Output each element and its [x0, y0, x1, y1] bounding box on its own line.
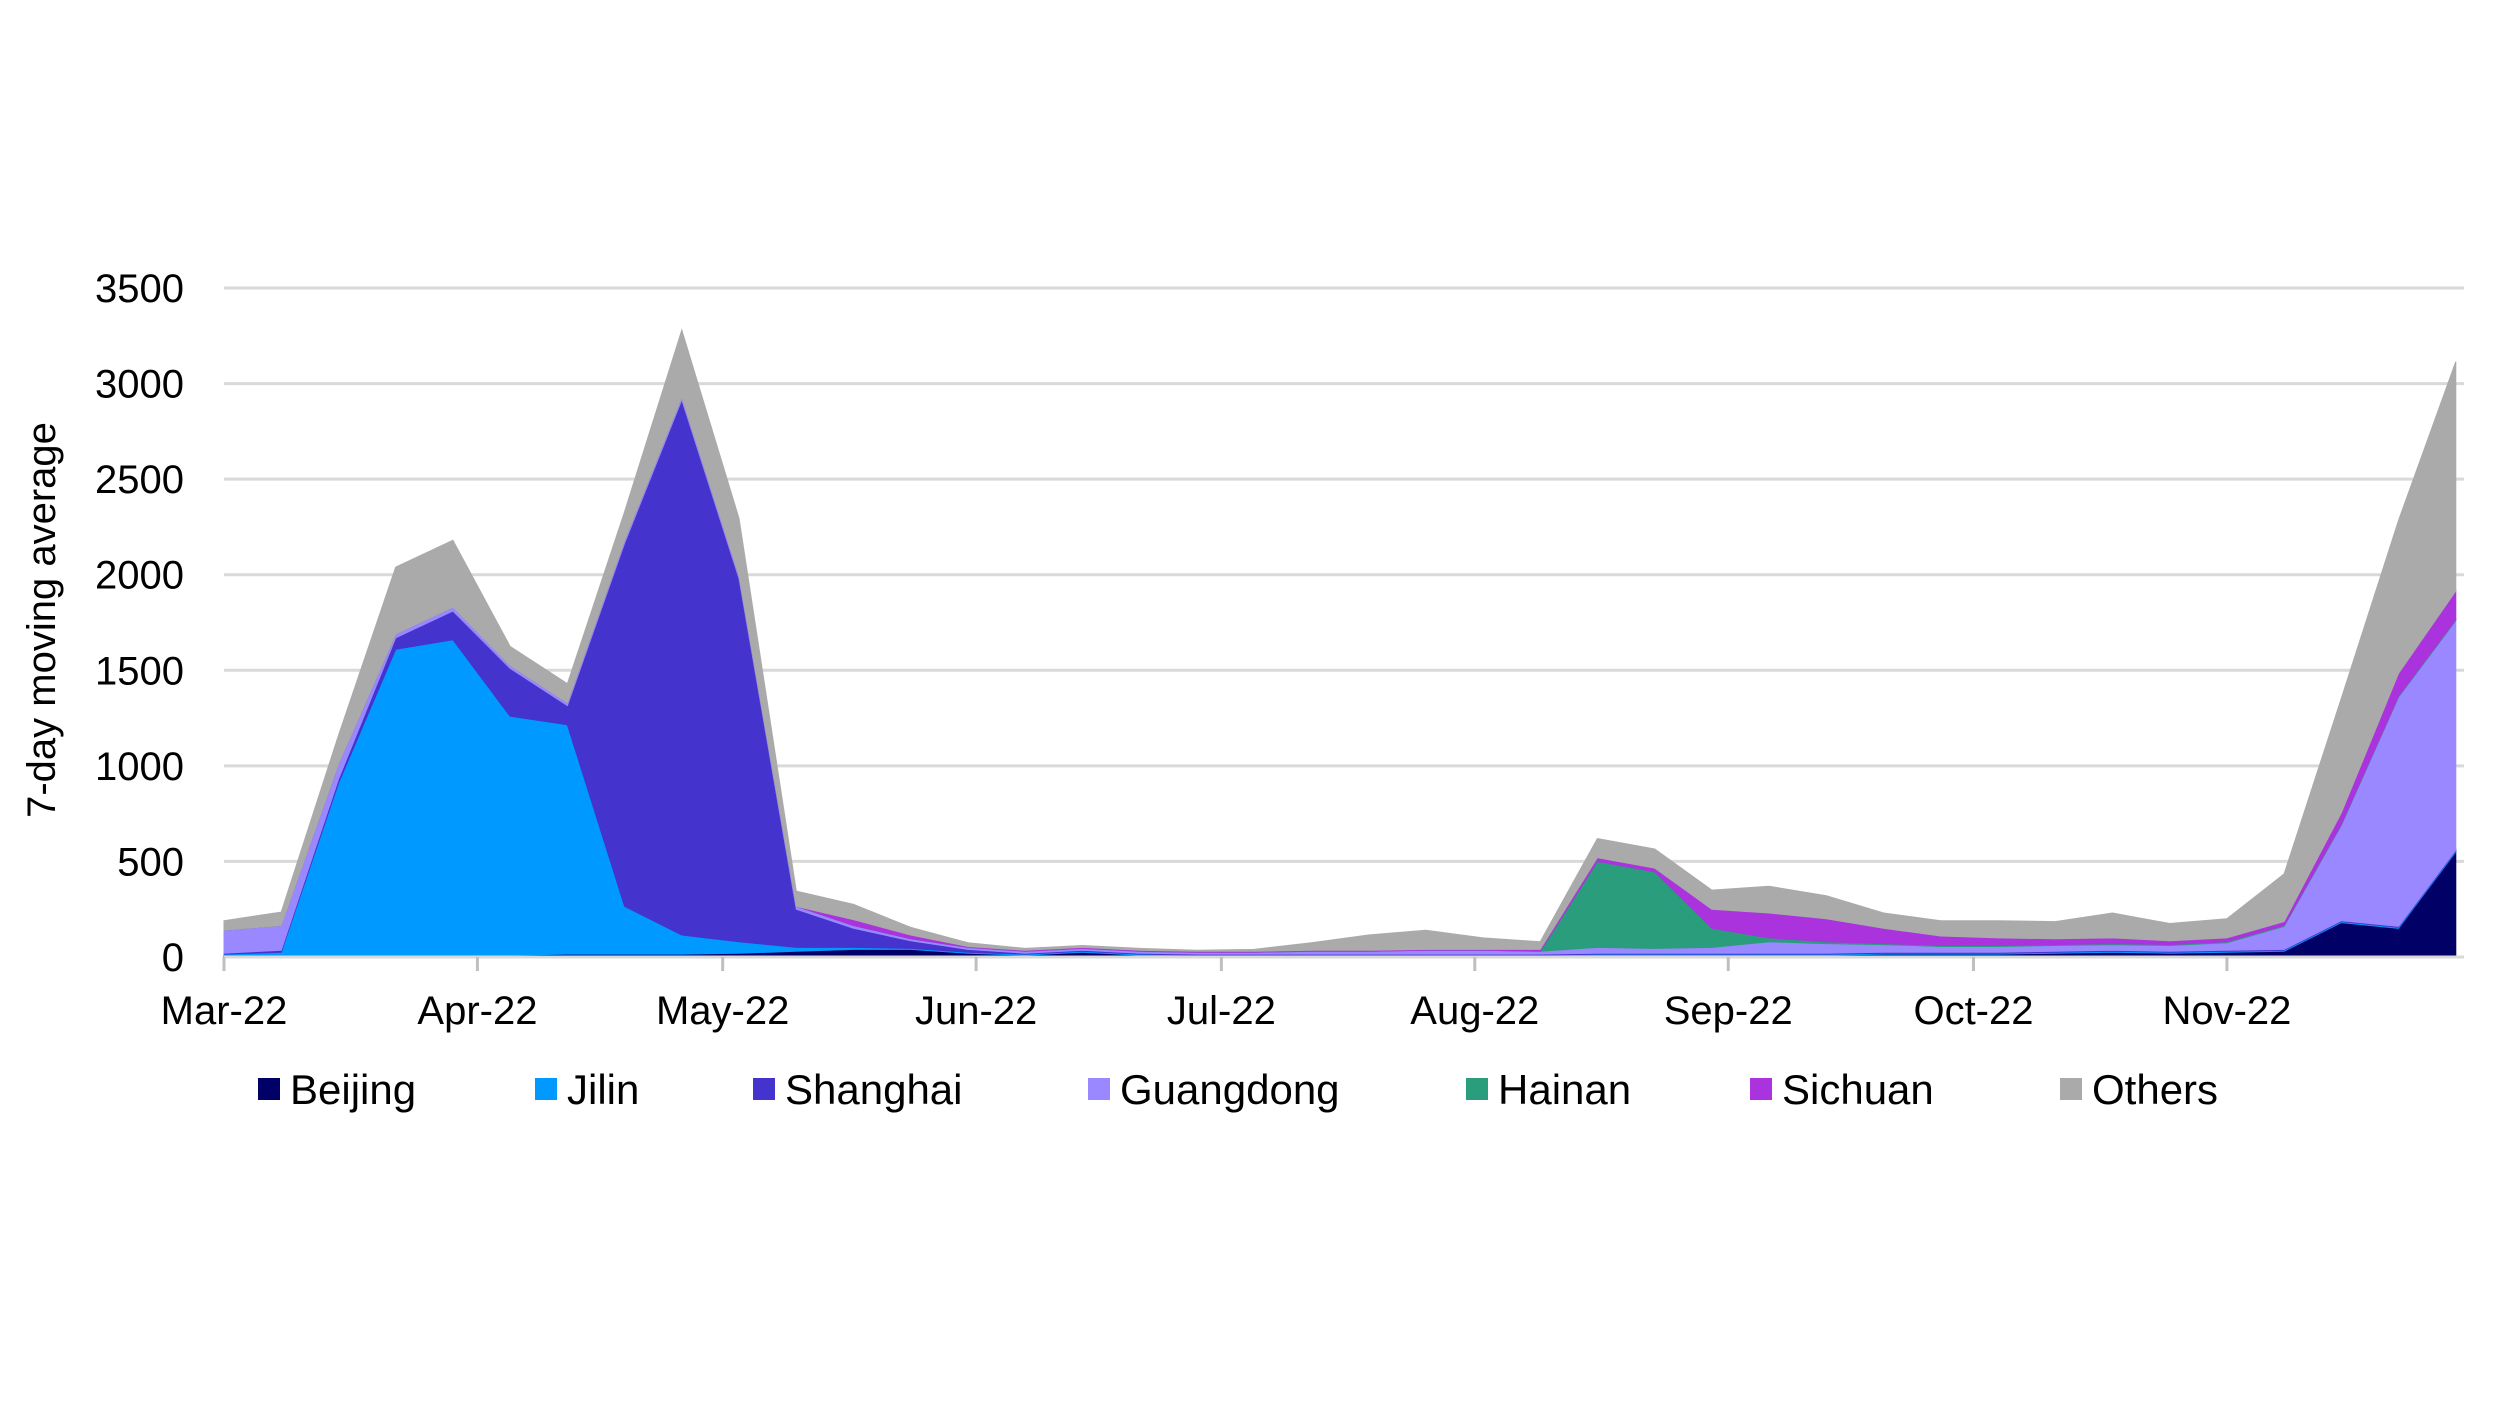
- legend-swatch: [1088, 1078, 1110, 1100]
- x-tick-label: Sep-22: [1664, 989, 1793, 1033]
- legend-swatch: [258, 1078, 280, 1100]
- legend-swatch: [1750, 1078, 1772, 1100]
- legend-item-others: Others: [2060, 1066, 2218, 1113]
- legend-label: Shanghai: [785, 1066, 963, 1113]
- x-tick-label: Oct-22: [1913, 989, 2033, 1033]
- y-tick-label: 1500: [95, 649, 184, 693]
- series-areas: [223, 328, 2457, 958]
- legend-item-hainan: Hainan: [1466, 1066, 1631, 1113]
- x-tick-label: May-22: [656, 989, 789, 1033]
- y-tick-label: 2500: [95, 458, 184, 502]
- x-tick-label: Jun-22: [915, 989, 1037, 1033]
- y-tick-label: 500: [117, 840, 184, 884]
- legend-item-beijing: Beijing: [258, 1066, 416, 1113]
- legend-item-shanghai: Shanghai: [753, 1066, 963, 1113]
- x-tick-label: Jul-22: [1167, 989, 1276, 1033]
- legend-label: Jilin: [567, 1066, 639, 1113]
- y-tick-label: 2000: [95, 554, 184, 598]
- legend-label: Guangdong: [1120, 1066, 1340, 1113]
- legend-label: Beijing: [290, 1066, 416, 1113]
- legend-swatch: [753, 1078, 775, 1100]
- y-tick-label: 3500: [95, 267, 184, 311]
- x-tick-label: Apr-22: [417, 989, 537, 1033]
- y-tick-label: 1000: [95, 745, 184, 789]
- legend-label: Others: [2092, 1066, 2218, 1113]
- legend-item-guangdong: Guangdong: [1088, 1066, 1340, 1113]
- legend: Beijing Jilin Shanghai Guangdong Hainan Sichu…: [258, 1066, 2218, 1113]
- legend-item-jilin: Jilin: [535, 1066, 639, 1113]
- y-tick-label: 0: [162, 936, 184, 980]
- legend-swatch: [535, 1078, 557, 1100]
- x-tick-label: Aug-22: [1410, 989, 1539, 1033]
- legend-label: Hainan: [1498, 1066, 1631, 1113]
- x-tick-label: Mar-22: [161, 989, 288, 1033]
- legend-label: Sichuan: [1782, 1066, 1934, 1113]
- y-axis-title: 7-day moving average: [20, 422, 64, 818]
- area-others: [223, 328, 2457, 952]
- legend-item-sichuan: Sichuan: [1750, 1066, 1934, 1113]
- legend-swatch: [2060, 1078, 2082, 1100]
- y-axis: 0 500 1000 1500 2000 2500 3000 3500: [95, 267, 184, 980]
- x-tick-label: Nov-22: [2162, 989, 2291, 1033]
- y-tick-label: 3000: [95, 363, 184, 407]
- legend-swatch: [1466, 1078, 1488, 1100]
- x-axis: Mar-22 Apr-22 May-22 Jun-22 Jul-22 Aug-22 Sep-…: [161, 955, 2464, 1033]
